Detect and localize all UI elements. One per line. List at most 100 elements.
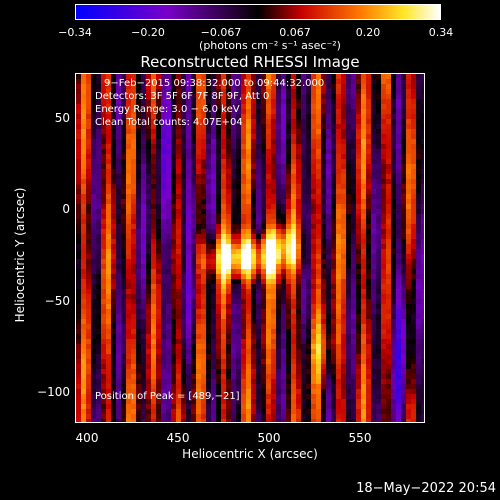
image-pixel: [216, 324, 222, 330]
image-pixel: [281, 199, 287, 205]
image-pixel: [416, 289, 422, 295]
image-pixel: [301, 344, 307, 350]
image-pixel: [411, 259, 417, 265]
image-pixel: [256, 209, 262, 215]
image-pixel: [236, 114, 242, 120]
image-pixel: [76, 344, 82, 350]
image-pixel: [256, 254, 262, 260]
image-pixel: [311, 274, 317, 280]
image-pixel: [421, 224, 424, 230]
image-pixel: [356, 89, 362, 95]
image-pixel: [356, 124, 362, 130]
image-pixel: [81, 209, 87, 215]
image-pixel: [276, 144, 282, 150]
image-pixel: [356, 359, 362, 365]
image-pixel: [211, 184, 217, 190]
image-pixel: [221, 204, 227, 210]
image-pixel: [141, 399, 147, 405]
image-pixel: [126, 184, 132, 190]
image-pixel: [111, 84, 117, 90]
image-pixel: [276, 124, 282, 130]
image-pixel: [311, 254, 317, 260]
image-pixel: [111, 129, 117, 135]
image-pixel: [131, 294, 137, 300]
image-pixel: [386, 374, 392, 380]
image-pixel: [126, 269, 132, 275]
image-pixel: [286, 224, 292, 230]
image-pixel: [111, 74, 117, 80]
image-pixel: [216, 244, 222, 250]
image-pixel: [181, 119, 187, 125]
image-pixel: [306, 99, 312, 105]
image-pixel: [236, 319, 242, 325]
image-pixel: [171, 174, 177, 180]
image-pixel: [131, 134, 137, 140]
image-pixel: [301, 349, 307, 355]
image-pixel: [271, 239, 277, 245]
image-pixel: [251, 169, 257, 175]
image-pixel: [381, 109, 387, 115]
image-pixel: [251, 299, 257, 305]
image-pixel: [251, 239, 257, 245]
image-pixel: [86, 284, 92, 290]
image-pixel: [251, 274, 257, 280]
image-pixel: [356, 84, 362, 90]
image-pixel: [346, 174, 352, 180]
image-pixel: [321, 334, 327, 340]
image-pixel: [106, 299, 112, 305]
image-pixel: [151, 154, 157, 160]
image-pixel: [396, 284, 402, 290]
image-pixel: [416, 374, 422, 380]
image-pixel: [356, 364, 362, 370]
image-pixel: [146, 269, 152, 275]
image-pixel: [251, 369, 257, 375]
image-pixel: [421, 309, 424, 315]
image-pixel: [391, 314, 397, 320]
image-pixel: [256, 374, 262, 380]
image-pixel: [86, 99, 92, 105]
image-pixel: [126, 264, 132, 270]
image-pixel: [111, 279, 117, 285]
image-pixel: [261, 294, 267, 300]
image-pixel: [306, 259, 312, 265]
image-pixel: [316, 204, 322, 210]
image-pixel: [161, 374, 167, 380]
image-pixel: [216, 184, 222, 190]
image-pixel: [106, 139, 112, 145]
image-pixel: [121, 339, 127, 345]
image-pixel: [156, 399, 162, 405]
image-pixel: [261, 394, 267, 400]
image-pixel: [106, 119, 112, 125]
image-pixel: [141, 139, 147, 145]
image-pixel: [276, 229, 282, 235]
image-pixel: [201, 254, 207, 260]
image-pixel: [416, 389, 422, 395]
image-pixel: [391, 414, 397, 420]
image-pixel: [346, 314, 352, 320]
image-pixel: [261, 104, 267, 110]
image-pixel: [231, 154, 237, 160]
image-pixel: [141, 164, 147, 170]
image-pixel: [146, 379, 152, 385]
image-pixel: [286, 104, 292, 110]
image-pixel: [261, 334, 267, 340]
image-pixel: [336, 374, 342, 380]
image-pixel: [261, 384, 267, 390]
image-pixel: [186, 109, 192, 115]
image-pixel: [326, 234, 332, 240]
image-pixel: [401, 309, 407, 315]
image-pixel: [251, 114, 257, 120]
image-pixel: [286, 119, 292, 125]
image-pixel: [311, 134, 317, 140]
image-pixel: [186, 219, 192, 225]
image-pixel: [151, 74, 157, 80]
image-pixel: [286, 359, 292, 365]
image-pixel: [181, 134, 187, 140]
image-pixel: [356, 174, 362, 180]
image-pixel: [141, 109, 147, 115]
image-pixel: [366, 249, 372, 255]
image-pixel: [246, 189, 252, 195]
image-pixel: [281, 294, 287, 300]
image-pixel: [131, 174, 137, 180]
image-pixel: [421, 399, 424, 405]
